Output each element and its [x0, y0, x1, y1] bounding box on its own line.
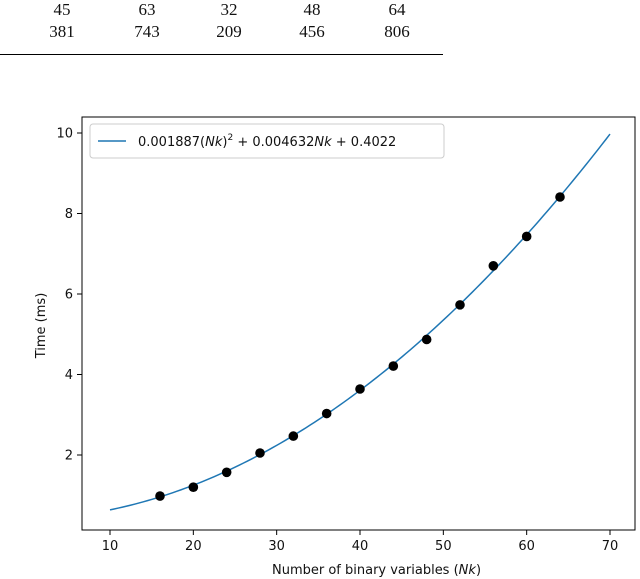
x-tick-label: 30 [268, 539, 285, 554]
x-tick-label: 50 [435, 539, 452, 554]
x-tick-label: 70 [602, 539, 619, 554]
data-point [521, 231, 532, 242]
data-point [388, 361, 399, 371]
table-cell: 209 [216, 22, 242, 41]
x-tick-label: 10 [102, 539, 119, 554]
y-tick-label: 2 [65, 449, 73, 464]
data-point [455, 300, 465, 310]
table-fragment: 45 63 32 48 64 381 743 209 456 806 [0, 0, 640, 80]
legend-label: 0.001887(Nk)2 + 0.004632Nk + 0.4022 [138, 133, 396, 150]
legend-box [89, 123, 445, 159]
data-point [188, 482, 199, 493]
table-cell: 456 [299, 22, 325, 41]
table-cell: 806 [384, 22, 410, 41]
x-axis-label-suffix: ) [476, 563, 481, 578]
data-point [288, 431, 299, 441]
data-point [555, 192, 565, 202]
data-point [155, 491, 165, 501]
plot-area [109, 133, 611, 511]
table-cell: 63 [138, 0, 156, 19]
y-tick-label: 8 [65, 207, 73, 222]
x-tick-label: 40 [352, 539, 369, 554]
legend: 0.001887(Nk)2 + 0.004632Nk + 0.4022 [89, 123, 445, 159]
data-point [488, 261, 499, 271]
table-cell: 45 [53, 0, 71, 19]
fit-line [109, 133, 611, 511]
data-point [255, 448, 265, 458]
table-cell: 64 [388, 0, 406, 19]
data-point [321, 408, 332, 419]
y-tick-label: 6 [65, 288, 73, 303]
table-cell: 743 [134, 22, 160, 41]
data-point [221, 467, 232, 478]
x-axis-label-variable: Nk [459, 563, 477, 578]
y-axis-label: Time (ms) [34, 293, 49, 360]
y-tick-label: 10 [56, 127, 73, 142]
x-tick-label: 60 [518, 539, 535, 554]
x-tick-label: 20 [185, 539, 202, 554]
data-point [355, 384, 365, 394]
table-cell: 32 [220, 0, 238, 19]
table-cell: 48 [303, 0, 321, 19]
table-bottom-rule [0, 54, 443, 55]
y-tick-label: 4 [65, 368, 73, 383]
plot-frame [81, 116, 636, 531]
axes: 10 20 30 40 50 60 70 2 4 6 8 10 [56, 116, 636, 554]
data-point [421, 334, 432, 345]
table-cell: 381 [49, 22, 75, 41]
x-axis-label: Number of binary variables (Nk) [272, 563, 481, 578]
x-axis-label-prefix: Number of binary variables ( [272, 563, 459, 578]
